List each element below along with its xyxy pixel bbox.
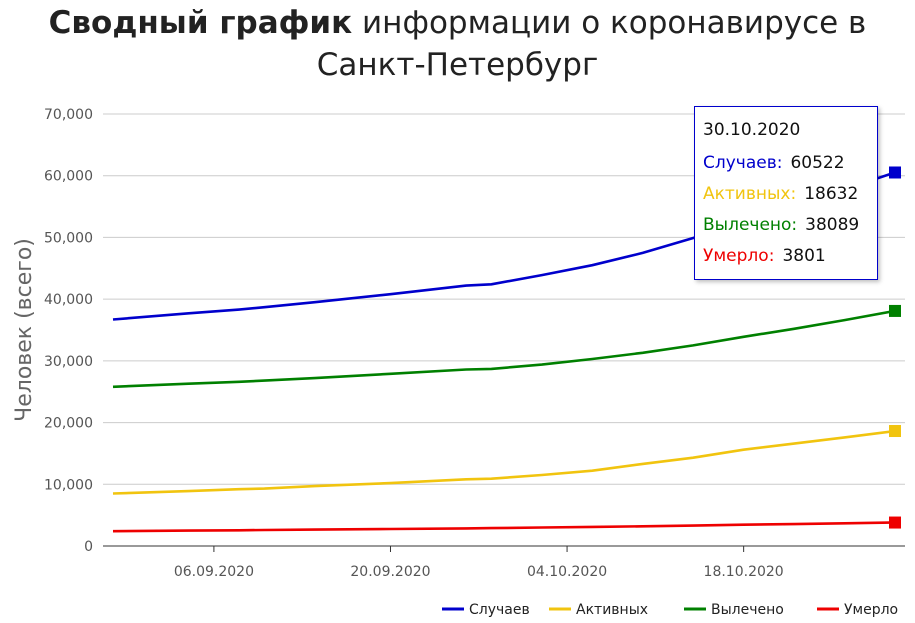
tooltip-row-deaths: Умерло: 3801 [703,246,826,266]
legend-item[interactable]: Вылечено [684,602,784,618]
series-end-marker [889,425,901,438]
y-tick-label: 20,000 [44,416,93,432]
series-end-marker [889,516,901,529]
legend-label: Случаев [469,602,530,618]
tooltip-value: 60522 [790,153,845,173]
y-tick-label: 50,000 [44,230,93,246]
x-axis-tick-labels: 06.09.2020 20.09.2020 04.10.2020 18.10.2020 [174,546,784,580]
chart-title-bold: Сводный график [48,5,353,41]
y-tick-label: 70,000 [44,107,93,123]
x-tick-label: 18.10.2020 [704,564,784,580]
y-tick-label: 60,000 [44,169,93,185]
chart-title: Сводный график информации о коронавирусе… [0,2,915,86]
y-tick-label: 0 [84,539,93,555]
tooltip-value: 38089 [805,215,860,235]
tooltip-label: Активных: [703,184,797,204]
series-end-marker [889,304,901,317]
y-tick-label: 40,000 [44,292,93,308]
y-tick-label: 30,000 [44,354,93,370]
y-axis-tick-labels: 0 10,000 20,000 30,000 40,000 50,000 60,000 70,… [44,107,93,555]
chart-title-rest: информации о коронавирусе в Санкт-Петерб… [316,5,867,83]
legend-label: Умерло [844,602,898,618]
legend: Случаев Активных Вылечено Умерло [442,602,898,618]
series-line [112,429,896,495]
legend-label: Активных [576,602,648,618]
tooltip-row-cases: Случаев: 60522 [703,153,845,173]
y-tick-label: 10,000 [44,477,93,493]
gridlines [103,113,905,547]
hover-tooltip: 30.10.2020 Случаев: 60522 Активных: 18632 … [694,106,878,280]
series-line [112,309,896,389]
y-axis-label: Человек (всего) [12,238,37,422]
x-tick-label: 04.10.2020 [527,564,607,580]
legend-item[interactable]: Умерло [817,602,898,618]
tooltip-label: Вылечено: [703,215,798,235]
series-line [112,521,896,533]
legend-item[interactable]: Случаев [442,602,530,618]
tooltip-label: Случаев: [703,153,783,173]
legend-label: Вылечено [711,602,784,618]
series-end-marker [889,166,901,179]
x-tick-label: 20.09.2020 [350,564,430,580]
tooltip-row-recovered: Вылечено: 38089 [703,215,859,235]
legend-item[interactable]: Активных [549,602,648,618]
tooltip-label: Умерло: [703,246,775,266]
x-tick-label: 06.09.2020 [174,564,254,580]
tooltip-value: 3801 [782,246,826,266]
tooltip-value: 18632 [804,184,859,204]
tooltip-date: 30.10.2020 [703,120,801,140]
tooltip-row-active: Активных: 18632 [703,184,858,204]
